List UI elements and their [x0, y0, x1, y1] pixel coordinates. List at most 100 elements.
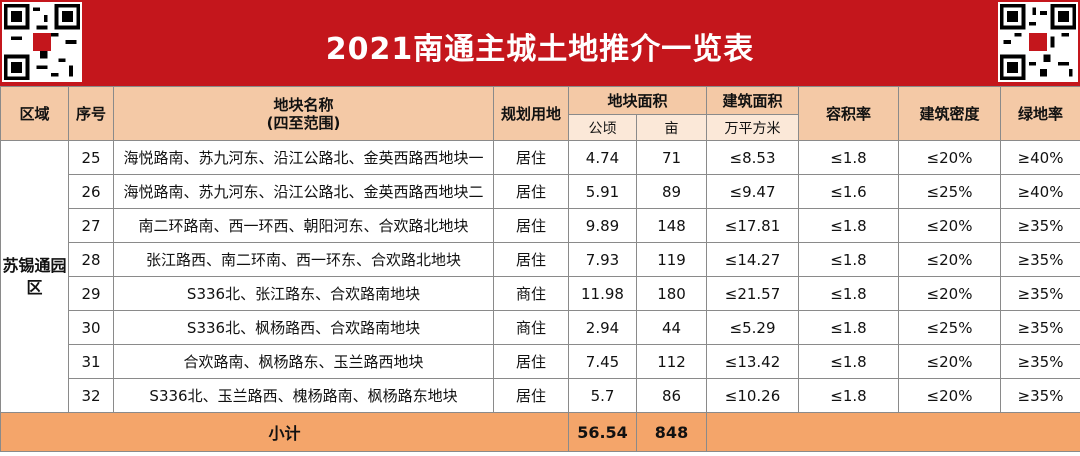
cell-mu: 71	[635, 140, 708, 175]
table-row: 29 S336北、张江路东、合欢路南地块 商住 11.98 180 ≤21.57…	[1, 276, 1080, 311]
cell-build: ≤5.29	[706, 310, 800, 345]
cell-green: ≥35%	[1000, 276, 1080, 311]
cell-seq: 26	[68, 174, 114, 209]
subtotal-mu: 848	[635, 412, 708, 452]
land-table: 区域 序号 地块名称 (四至范围) 规划用地 地块面积 建筑面积 容积率 建筑密…	[0, 86, 1080, 452]
cell-name: 海悦路南、苏九河东、沿江公路北、金英西路西地块二	[113, 174, 494, 209]
table-row: 苏锡通园区 25 海悦路南、苏九河东、沿江公路北、金英西路西地块一 居住 4.7…	[0, 140, 1080, 413]
cell-mu: 89	[635, 174, 708, 209]
cell-density: ≤20%	[898, 276, 1002, 311]
header-density: 建筑密度	[898, 86, 1002, 141]
cell-green: ≥40%	[1000, 174, 1080, 209]
cell-name: 南二环路南、西一环西、朝阳河东、合欢路北地块	[113, 208, 494, 243]
cell-far: ≤1.8	[798, 208, 900, 243]
header-area: 地块面积	[567, 86, 708, 115]
cell-build: ≤14.27	[706, 242, 800, 277]
title-banner: 2021南通主城土地推介一览表	[0, 0, 1080, 86]
header-name-line1: 地块名称	[273, 95, 334, 114]
cell-build: ≤13.42	[706, 344, 800, 379]
cell-seq: 29	[68, 276, 114, 311]
header-area-ha: 公顷	[568, 114, 637, 141]
table-row: 32 S336北、玉兰路西、槐杨路南、枫杨路东地块 居住 5.7 86 ≤10.…	[1, 378, 1080, 413]
subtotal-row: 小计 56.54 848	[0, 412, 1080, 452]
cell-density: ≤20%	[898, 140, 1002, 175]
cell-seq: 32	[68, 378, 114, 413]
cell-seq: 31	[68, 344, 114, 379]
cell-far: ≤1.8	[798, 242, 900, 277]
cell-density: ≤25%	[898, 174, 1002, 209]
cell-use: 居住	[493, 242, 569, 277]
cell-ha: 2.94	[568, 310, 637, 345]
cell-seq: 28	[68, 242, 114, 277]
cell-ha: 5.7	[568, 378, 637, 413]
cell-density: ≤20%	[898, 208, 1002, 243]
table-row: 27 南二环路南、西一环西、朝阳河东、合欢路北地块 居住 9.89 148 ≤1…	[1, 208, 1080, 243]
header-name: 地块名称 (四至范围)	[113, 86, 494, 141]
cell-density: ≤25%	[898, 310, 1002, 345]
cell-ha: 7.45	[568, 344, 637, 379]
cell-use: 居住	[493, 174, 569, 209]
cell-build: ≤21.57	[706, 276, 800, 311]
cell-far: ≤1.6	[798, 174, 900, 209]
header-name-line2: (四至范围)	[266, 113, 341, 132]
header-green: 绿地率	[1000, 86, 1080, 141]
cell-ha: 4.74	[568, 140, 637, 175]
table-row: 26 海悦路南、苏九河东、沿江公路北、金英西路西地块二 居住 5.91 89 ≤…	[1, 174, 1080, 209]
cell-far: ≤1.8	[798, 310, 900, 345]
cell-name: S336北、枫杨路西、合欢路南地块	[113, 310, 494, 345]
cell-ha: 5.91	[568, 174, 637, 209]
cell-use: 商住	[493, 310, 569, 345]
cell-green: ≥35%	[1000, 208, 1080, 243]
header-area-mu: 亩	[635, 114, 708, 141]
cell-name: 张江路西、南二环南、西一环东、合欢路北地块	[113, 242, 494, 277]
cell-seq: 27	[68, 208, 114, 243]
header-far: 容积率	[798, 86, 900, 141]
cell-ha: 9.89	[568, 208, 637, 243]
header-region: 区域	[0, 86, 69, 141]
table-row: 28 张江路西、南二环南、西一环东、合欢路北地块 居住 7.93 119 ≤14…	[1, 242, 1080, 277]
cell-name: S336北、张江路东、合欢路南地块	[113, 276, 494, 311]
cell-build: ≤10.26	[706, 378, 800, 413]
cell-green: ≥35%	[1000, 310, 1080, 345]
cell-mu: 180	[635, 276, 708, 311]
cell-use: 居住	[493, 208, 569, 243]
cell-build: ≤9.47	[706, 174, 800, 209]
cell-seq: 30	[68, 310, 114, 345]
subtotal-empty	[706, 412, 1080, 452]
cell-name: S336北、玉兰路西、槐杨路南、枫杨路东地块	[113, 378, 494, 413]
cell-density: ≤20%	[898, 378, 1002, 413]
cell-mu: 112	[635, 344, 708, 379]
cell-mu: 148	[635, 208, 708, 243]
page-title: 2021南通主城土地推介一览表	[325, 32, 755, 67]
qr-code-icon	[998, 2, 1078, 82]
cell-green: ≥35%	[1000, 344, 1080, 379]
cell-green: ≥35%	[1000, 242, 1080, 277]
cell-far: ≤1.8	[798, 378, 900, 413]
cell-far: ≤1.8	[798, 276, 900, 311]
subtotal-ha: 56.54	[568, 412, 637, 452]
cell-density: ≤20%	[898, 242, 1002, 277]
cell-use: 居住	[493, 140, 569, 175]
cell-build: ≤8.53	[706, 140, 800, 175]
table-row: 31 合欢路南、枫杨路东、玉兰路西地块 居住 7.45 112 ≤13.42 ≤…	[1, 344, 1080, 379]
cell-far: ≤1.8	[798, 140, 900, 175]
header-seq: 序号	[68, 86, 114, 141]
cell-use: 居住	[493, 378, 569, 413]
cell-mu: 44	[635, 310, 708, 345]
table-row: 30 S336北、枫杨路西、合欢路南地块 商住 2.94 44 ≤5.29 ≤1…	[1, 310, 1080, 345]
cell-name: 合欢路南、枫杨路东、玉兰路西地块	[113, 344, 494, 379]
cell-use: 居住	[493, 344, 569, 379]
cell-mu: 119	[635, 242, 708, 277]
header-build-unit: 万平方米	[706, 114, 800, 141]
cell-density: ≤20%	[898, 344, 1002, 379]
qr-code-icon	[2, 2, 82, 82]
cell-mu: 86	[635, 378, 708, 413]
header-use: 规划用地	[493, 86, 569, 141]
cell-name: 海悦路南、苏九河东、沿江公路北、金英西路西地块一	[113, 140, 494, 175]
cell-ha: 7.93	[568, 242, 637, 277]
cell-ha: 11.98	[568, 276, 637, 311]
cell-seq: 25	[68, 140, 114, 175]
cell-green: ≥40%	[1000, 140, 1080, 175]
cell-build: ≤17.81	[706, 208, 800, 243]
region-cell: 苏锡通园区	[0, 140, 69, 413]
